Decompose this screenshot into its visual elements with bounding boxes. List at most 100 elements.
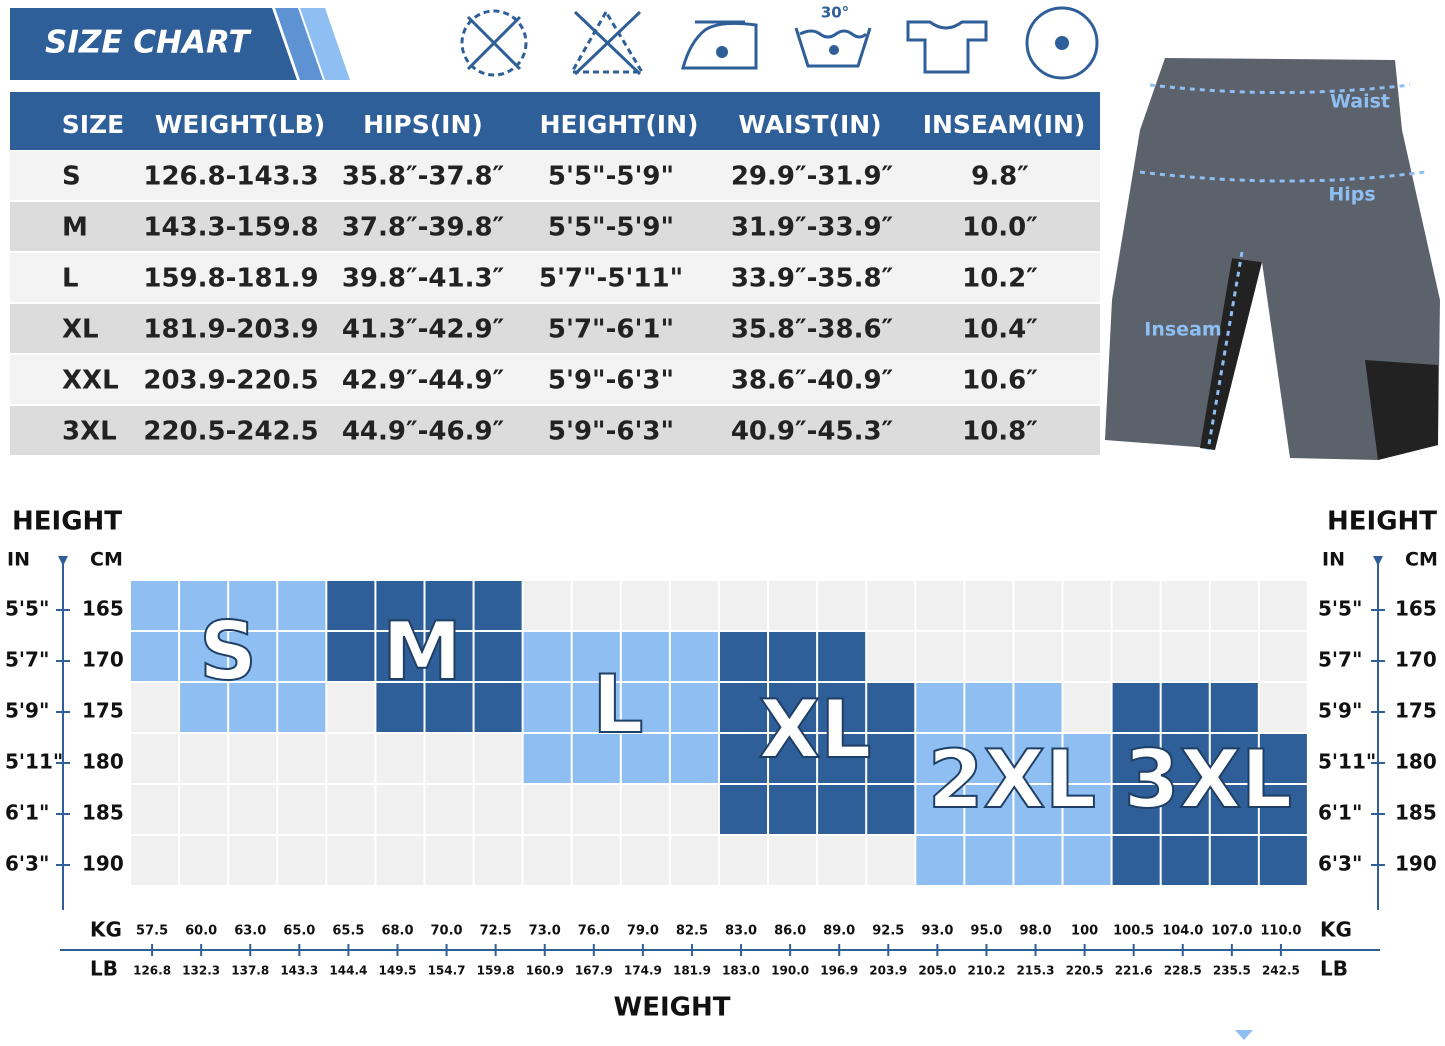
weight-lb: 154.7 (428, 964, 466, 978)
grid-cell (180, 581, 228, 630)
grid-cell (278, 632, 326, 681)
grid-cell (719, 683, 768, 732)
weight-kg: 79.0 (627, 924, 659, 939)
hips-arrow (1139, 170, 1426, 183)
grid-cell (523, 683, 571, 732)
table-row (10, 355, 1100, 404)
weight-kg: 110.0 (1260, 924, 1301, 939)
grid-cell (131, 836, 179, 885)
grid-cell (1063, 632, 1111, 681)
grid-cell (523, 581, 571, 630)
grid-cell (916, 632, 964, 681)
size-label: M (382, 605, 462, 698)
height-cm: 175 (82, 699, 124, 723)
height-in: 6'3" (1318, 852, 1362, 876)
table-cell: 42.9″-44.9″ (342, 366, 504, 396)
grid-cell (425, 632, 473, 681)
column-header: HEIGHT(IN) (540, 110, 699, 139)
grid-cell (1259, 836, 1307, 885)
grid-cell (1210, 785, 1258, 834)
axis-title: HEIGHT (1327, 507, 1437, 537)
icon-cross (573, 10, 642, 76)
column-header: WAIST(IN) (738, 110, 881, 139)
banner-stripe (300, 8, 350, 80)
grid-cell (769, 581, 817, 630)
table-cell: 5'5"-5'9" (548, 213, 674, 243)
grid-cell (965, 632, 1013, 681)
unit: LB (1320, 957, 1348, 981)
weight-kg: 86.0 (774, 924, 806, 939)
grid-cell (474, 632, 522, 681)
grid-cell (867, 734, 915, 783)
table-cell: 126.8-143.3 (143, 162, 318, 192)
care-icons: 30° (460, 4, 1099, 80)
height-in: 6'1" (1318, 801, 1362, 825)
grid-cell (1112, 683, 1160, 732)
grid-cell (327, 785, 375, 834)
unit: LB (90, 957, 118, 981)
unit: CM (1405, 549, 1438, 571)
grid-cell (523, 734, 571, 783)
height-cm: 165 (82, 597, 124, 621)
grid-cell (1259, 785, 1307, 834)
title: SIZE CHART (45, 25, 252, 61)
grid-cell (474, 836, 522, 885)
height-in: 5'7" (5, 648, 49, 672)
weight-lb: 196.9 (820, 964, 858, 978)
weight-kg: 92.5 (872, 924, 904, 939)
table-cell: 10.8″ (962, 417, 1038, 447)
weight-lb: 167.9 (575, 964, 613, 978)
grid-cell (474, 581, 522, 630)
height-in: 5'9" (1318, 699, 1362, 723)
grid-cell (670, 785, 718, 834)
grid-cell (1161, 785, 1209, 834)
icon-shirt (906, 20, 988, 74)
grid-cell (1210, 683, 1258, 732)
unit: IN (1322, 549, 1345, 571)
height-cm: 180 (82, 750, 124, 774)
weight-kg: 65.5 (332, 924, 364, 939)
grid-cell (670, 836, 718, 885)
grid-cell (867, 836, 915, 885)
icon-dry-clean (1025, 6, 1099, 80)
grid-cell (916, 836, 964, 885)
grid-cell (572, 734, 620, 783)
weight-lb: 220.5 (1066, 964, 1104, 978)
weight-lb: 149.5 (379, 964, 417, 978)
grid-cell (818, 632, 866, 681)
shorts (1105, 58, 1440, 460)
grid-cell (1063, 836, 1111, 885)
table-cell: 29.9″-31.9″ (731, 162, 893, 192)
table-cell: 3XL (62, 417, 117, 447)
table-cell: S (62, 162, 81, 192)
grid-cell (523, 785, 571, 834)
weight-kg: 95.0 (970, 924, 1002, 939)
grid-cell (1112, 785, 1160, 834)
table-cell: 5'9"-6'3" (548, 366, 674, 396)
table-cell: XL (62, 315, 99, 345)
grid-cell (916, 734, 964, 783)
table-cell: 159.8-181.9 (143, 264, 318, 294)
icon-iron-dot (716, 46, 728, 58)
grid-cell (769, 785, 817, 834)
grid-cell (1259, 734, 1307, 783)
grid-cell (916, 581, 964, 630)
grid-cell (474, 683, 522, 732)
grid-cell (621, 734, 669, 783)
grid-cell (916, 683, 964, 732)
weight-kg: 100.5 (1113, 924, 1154, 939)
marker (1235, 1030, 1253, 1040)
grid-cell (229, 836, 277, 885)
table-row (10, 406, 1100, 455)
weight-lb: 137.8 (231, 964, 269, 978)
weight-kg: 68.0 (381, 924, 413, 939)
grid-cell (769, 836, 817, 885)
height-cm: 185 (82, 801, 124, 825)
grid-cell (719, 581, 768, 630)
grid-cell (278, 785, 326, 834)
grid-cell (278, 836, 326, 885)
grid-cell (278, 734, 326, 783)
weight-kg: 65.0 (283, 924, 315, 939)
grid-cell (474, 734, 522, 783)
